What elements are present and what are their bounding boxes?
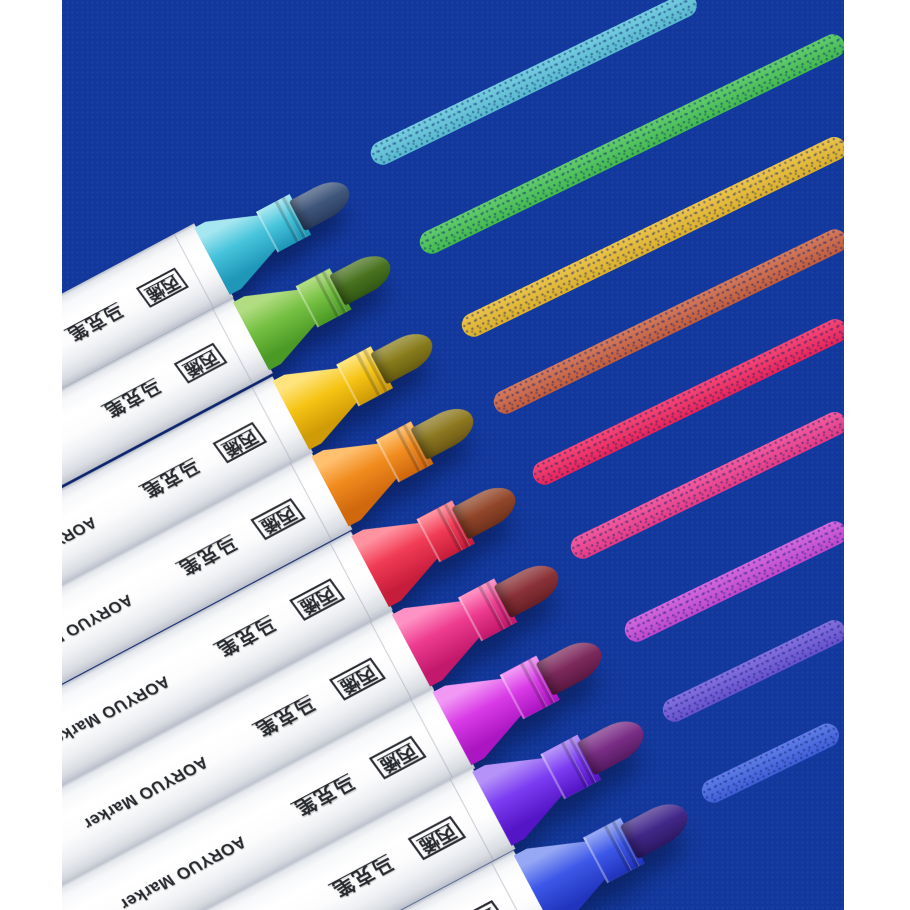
paint-stroke-purple	[658, 616, 850, 726]
paint-stroke-red	[528, 315, 852, 489]
paint-stroke-blue	[697, 719, 844, 807]
paint-stroke-yellow	[457, 132, 851, 341]
right-white-strip	[844, 0, 910, 910]
left-white-strip	[0, 0, 62, 910]
paint-stroke-green	[415, 30, 849, 258]
paint-stroke-orange	[489, 225, 851, 418]
brand-box-text: 丙烯	[448, 900, 508, 910]
